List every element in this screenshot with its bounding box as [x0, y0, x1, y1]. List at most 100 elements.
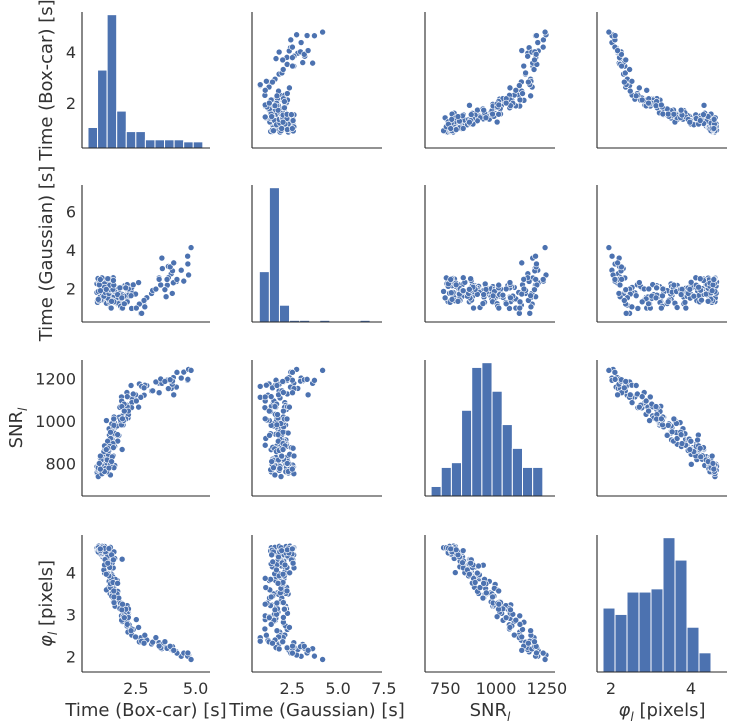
scatter-point [263, 631, 270, 639]
y-tick-label: 2 [66, 280, 76, 299]
scatter-point [110, 277, 117, 284]
histogram-bar [173, 139, 185, 149]
histogram-bar [698, 652, 712, 673]
panel-box-vs-box: 24 [66, 12, 210, 149]
scatter-point [261, 393, 269, 401]
scatter-point [289, 369, 296, 376]
scatter-point [652, 403, 660, 410]
histogram-bar [614, 613, 628, 673]
scatter-point [708, 452, 716, 460]
panel-phi-vs-box [596, 12, 727, 149]
scatter-point [177, 374, 185, 382]
scatter-point [289, 54, 296, 61]
scatter-point [133, 616, 140, 623]
scatter-point [605, 244, 613, 251]
x-axis-title-box: Time (Box-car) [s] [64, 700, 226, 721]
scatter-point [452, 281, 460, 289]
scatter-point [267, 393, 275, 400]
x-tick-label: 1250 [527, 679, 568, 698]
scatter-point [516, 612, 524, 620]
histogram-bar [674, 559, 688, 673]
scatter-point [261, 575, 269, 582]
y-axis-title-gau: Time (Gaussian) [s] [36, 166, 57, 343]
scatter-point [452, 126, 460, 133]
scatter-point [495, 304, 503, 312]
scatter-point [710, 276, 718, 283]
scatter-point [168, 290, 176, 297]
scatter-point [271, 606, 279, 614]
scatter-point [520, 285, 528, 293]
scatter-point [495, 101, 503, 109]
scatter-point [516, 621, 524, 628]
scatter-point [263, 77, 270, 85]
scatter-point [622, 378, 630, 385]
scatter-point [149, 638, 156, 646]
scatter-point [495, 600, 503, 608]
scatter-point [533, 649, 540, 657]
scatter-point [107, 428, 114, 436]
scatter-point [621, 384, 628, 392]
scatter-point [709, 460, 717, 467]
scatter-point [618, 263, 625, 271]
scatter-point [481, 280, 489, 288]
scatter-point [459, 125, 467, 132]
scatter-point [527, 627, 534, 634]
x-tick-label: 4 [686, 679, 696, 698]
scatter-point [309, 59, 316, 67]
scatter-point [97, 276, 104, 283]
scatter-point [127, 627, 135, 634]
scatter-point [475, 562, 482, 570]
scatter-point [454, 113, 462, 120]
scatter-point [261, 600, 269, 608]
scatter-point [632, 382, 640, 389]
scatter-point [261, 113, 269, 121]
scatter-point [319, 28, 326, 36]
row-labels-layer: Time (Box-car) [s] Time (Gaussian) [s] SNR… [6, 0, 60, 647]
scatter-point [118, 294, 126, 302]
y-tick-label: 3 [66, 606, 76, 625]
panel-phi-vs-snr [596, 360, 727, 497]
scatter-point [696, 275, 704, 283]
scatter-point [652, 294, 660, 302]
panel-snr-vs-gau [424, 185, 555, 323]
histogram-bar [662, 537, 676, 673]
scatter-point [516, 96, 524, 104]
scatter-point [710, 116, 718, 123]
scatter-point [110, 593, 118, 601]
scatter-point [447, 276, 454, 283]
scatter-point [280, 599, 287, 606]
scatter-point [626, 87, 634, 95]
scatter-point [502, 614, 510, 621]
scatter-point [622, 286, 630, 293]
scatter-point [499, 291, 507, 299]
histogram-bar [116, 110, 127, 149]
scatter-point [518, 633, 526, 641]
scatter-point [277, 473, 285, 480]
scatter-point [268, 458, 275, 465]
scatter-point [268, 551, 275, 559]
scatter-point [283, 415, 291, 423]
scatter-point [281, 605, 288, 613]
scatter-point [614, 391, 621, 399]
scatter-point [700, 111, 707, 118]
scatter-point [673, 435, 681, 442]
scatter-point [261, 625, 269, 633]
scatter-point [279, 118, 287, 126]
scatter-point [616, 281, 624, 289]
scatter-point [269, 78, 276, 86]
scatter-point [614, 259, 621, 267]
y-tick-label: 2 [66, 648, 76, 667]
scatter-point [267, 576, 274, 583]
scatter-point [105, 464, 113, 472]
scatter-point [632, 292, 640, 299]
scatter-point [114, 431, 121, 438]
scatter-point [256, 637, 264, 645]
scatter-point [710, 465, 718, 473]
scatter-point [539, 276, 547, 283]
scatter-point [454, 297, 462, 305]
scatter-point [155, 276, 163, 283]
scatter-point [96, 460, 103, 467]
scatter-point [520, 276, 528, 283]
y-tick-label: 1000 [35, 412, 76, 431]
column-labels-layer: Time (Box-car) [s] Time (Gaussian) [s] SNR… [64, 700, 705, 724]
